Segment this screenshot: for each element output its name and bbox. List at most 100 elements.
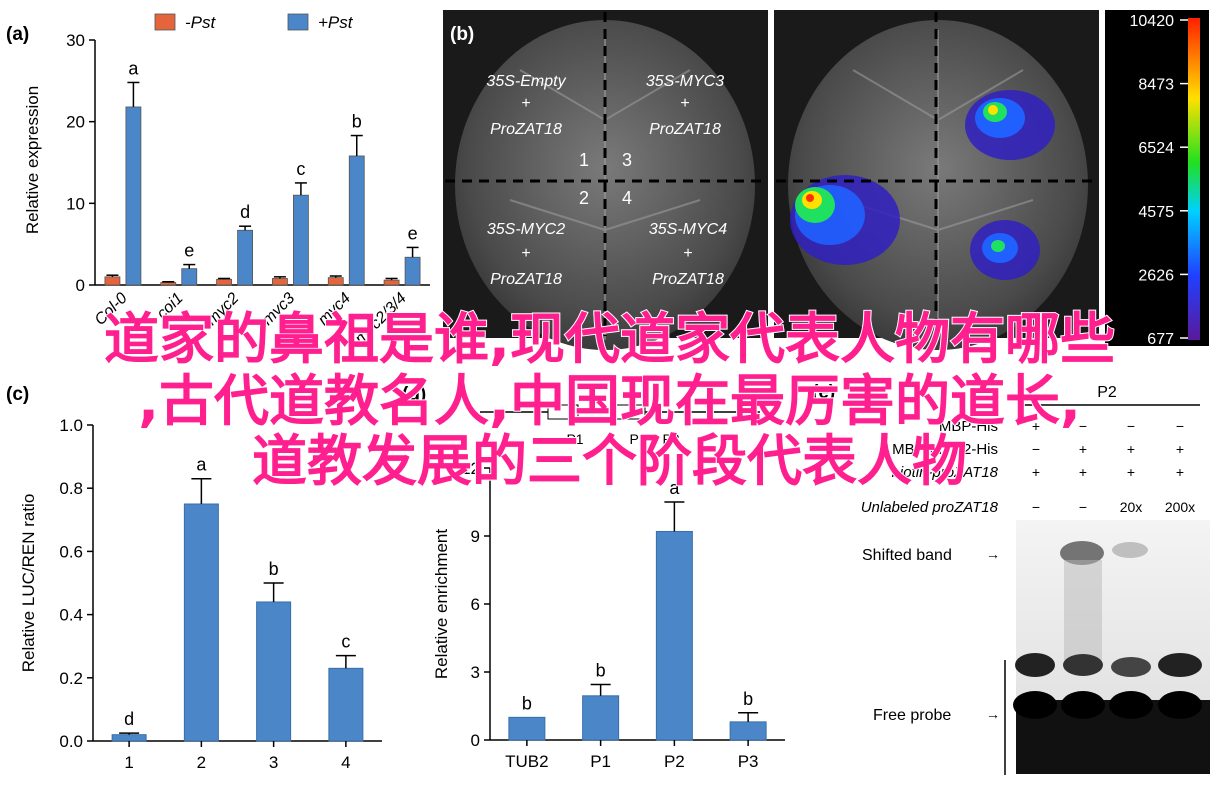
quadrant-3-plus: + (680, 95, 689, 112)
emsa-sign: − (1176, 418, 1184, 434)
significance-letter: e (184, 241, 194, 261)
colorbar-tick-label: 2626 (1138, 267, 1174, 284)
quadrant-number-1: 1 (579, 150, 589, 170)
x-tick-label: P3 (738, 752, 759, 771)
y-tick-label: 0.2 (59, 669, 83, 688)
panel-label-c: (c) (6, 384, 29, 405)
x-tick-label: 4 (341, 753, 350, 772)
bar-+Pst-Col-0 (125, 106, 142, 286)
legend-swatch-+Pst (287, 13, 309, 31)
free-probe-band-lane4 (1158, 653, 1202, 677)
y-tick-label: 0 (471, 731, 480, 750)
shifted-band-lane3 (1112, 542, 1148, 558)
bar-P1 (582, 695, 620, 741)
panel-b-luciferase-image: (b) 35S-Empty + ProZAT18 35S-MYC3 + ProZ… (443, 10, 1209, 350)
bar-+Pst-myc4 (348, 155, 365, 286)
schematic-label-p1: P1 (566, 431, 583, 447)
schematic-label-p2: P2 (629, 431, 646, 447)
bar-4 (328, 667, 364, 742)
free-probe-band-lane2 (1063, 654, 1103, 676)
significance-letter: b (743, 689, 753, 709)
bar--Pst-coi1 (160, 282, 177, 286)
emsa-sign: + (1176, 441, 1184, 457)
legend-label: +Pst (318, 13, 354, 32)
emsa-sign: 20x (1120, 499, 1143, 515)
significance-letter: a (669, 478, 680, 498)
significance-letter: b (269, 559, 279, 579)
colorbar-tick-label: 677 (1147, 331, 1174, 348)
quadrant-1-plus: + (521, 95, 530, 112)
quadrant-2-construct: 35S-MYC2 (487, 221, 565, 238)
quadrant-2-promoter: ProZAT18 (490, 271, 562, 288)
legend-label: -Pst (185, 13, 217, 32)
bar-P2 (655, 530, 693, 741)
quadrant-1-promoter: ProZAT18 (490, 121, 562, 138)
emsa-row-label: Unlabeled proZAT18 (861, 499, 999, 516)
emsa-sign: + (1032, 418, 1040, 434)
emsa-sign: − (1079, 499, 1087, 515)
significance-letter: b (522, 693, 532, 713)
colorbar-tick-label: 10420 (1130, 13, 1175, 30)
quadrant-number-2: 2 (579, 188, 589, 208)
y-tick-label: 0.4 (59, 606, 83, 625)
luminescence-signal-q4 (970, 220, 1040, 280)
bar--Pst-myc4 (327, 277, 344, 286)
panel-label-a: (a) (6, 24, 29, 45)
colorbar-tick-label: 4575 (1138, 204, 1174, 221)
overlay-title-line-2: ,古代道教名人,中国现在最厉害的道长, (137, 369, 1082, 433)
emsa-sign: + (1127, 441, 1135, 457)
bar--Pst-myc2 (216, 278, 232, 286)
free-probe-band-lane3 (1111, 657, 1151, 677)
lane2-smear (1064, 560, 1102, 660)
significance-letter: a (196, 455, 207, 475)
bar-+Pst-myc3 (293, 194, 309, 286)
emsa-sign: − (1079, 418, 1087, 434)
panel-label-b: (b) (450, 24, 474, 45)
overlay-title-line-3: 道教发展的三个阶段代表人物 (251, 429, 968, 493)
y-axis-label: Relative expression (23, 86, 42, 234)
significance-letter: a (128, 58, 139, 78)
quadrant-number-3: 3 (622, 150, 632, 170)
x-tick-label: TUB2 (505, 752, 548, 771)
significance-letter: b (596, 660, 606, 680)
free-probe-label: Free probe (873, 707, 951, 724)
x-tick-label: 2 (197, 753, 206, 772)
y-tick-label: 20 (66, 113, 85, 132)
emsa-sign: − (1032, 499, 1040, 515)
significance-letter: c (341, 632, 350, 652)
bar-+Pst-coi1 (181, 268, 198, 286)
shifted-band-lane2 (1060, 541, 1104, 565)
schematic-label-p3: P3 (662, 431, 679, 447)
promoter-schematic: P1 P2 P3 (480, 404, 760, 447)
luminescence-signal-q3 (965, 90, 1055, 160)
colorbar-tick-label: 6524 (1138, 140, 1174, 157)
y-tick-label: 9 (471, 527, 480, 546)
quadrant-dividers (445, 12, 1097, 336)
y-tick-label: 0.0 (59, 732, 83, 751)
x-tick-label: P2 (664, 752, 685, 771)
bar--Pst-myc3 (272, 278, 288, 286)
panel-label-e: (e) (812, 382, 835, 403)
y-axis-label: Relative enrichment (432, 529, 451, 680)
emsa-sign: 200x (1165, 499, 1195, 515)
legend-swatch--Pst (154, 13, 176, 31)
bar--Pst-Col-0 (104, 276, 121, 286)
bar--Pst-myc2/3/4 (383, 279, 400, 286)
free-probe-band-lane1 (1015, 653, 1055, 677)
y-tick-label: 0.8 (59, 479, 83, 498)
quadrant-3-construct: 35S-MYC3 (646, 73, 724, 90)
y-tick-label: 1.0 (59, 416, 83, 435)
colorbar-gradient (1188, 18, 1200, 340)
overlay-title-line-1: 道家的鼻祖是谁,现代道家代表人物有哪些 (103, 307, 1116, 371)
shifted-band-label: Shifted band (862, 547, 952, 564)
significance-letter: c (296, 159, 305, 179)
quadrant-4-construct: 35S-MYC4 (649, 221, 727, 238)
emsa-sign: − (1127, 418, 1135, 434)
emsa-sign: − (1032, 441, 1040, 457)
quadrant-2-plus: + (521, 245, 530, 262)
quadrant-3-promoter: ProZAT18 (649, 121, 721, 138)
y-tick-label: 6 (471, 595, 480, 614)
y-tick-label: 0 (76, 276, 85, 295)
y-tick-label: 10 (66, 194, 85, 213)
